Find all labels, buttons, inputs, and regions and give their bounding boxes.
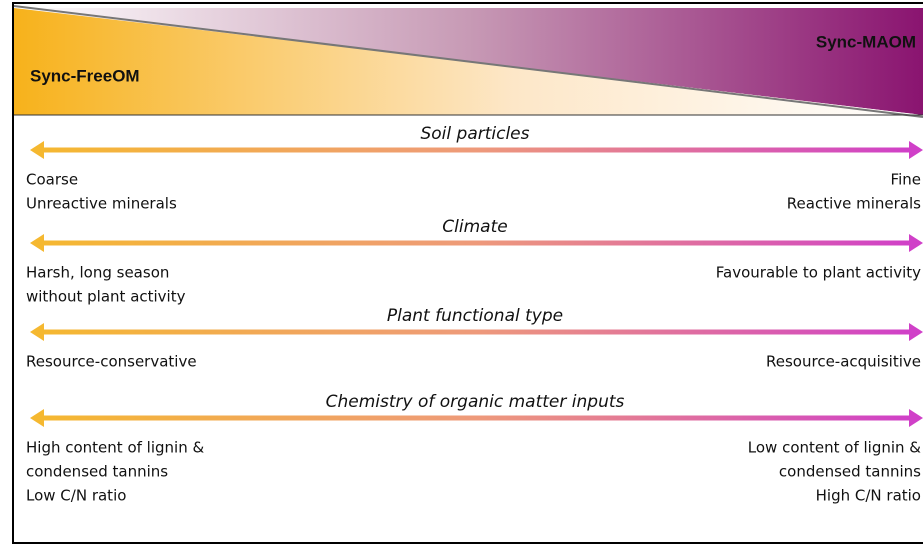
right-label: Low content of lignin & — [748, 439, 922, 457]
axis-title: Soil particles — [420, 124, 529, 144]
left-label: Low C/N ratio — [26, 487, 126, 505]
left-label: Unreactive minerals — [26, 195, 177, 213]
right-label: condensed tannins — [779, 463, 921, 481]
right-label: Fine — [891, 171, 921, 189]
arrow-head-right — [909, 141, 923, 159]
arrow-head-right — [909, 323, 923, 341]
left-label: Resource-conservative — [26, 353, 197, 371]
diagonal — [13, 5, 923, 118]
left-label: High content of lignin & — [26, 439, 204, 457]
right-label: Resource-acquisitive — [766, 353, 921, 371]
arrow-head-left — [30, 323, 44, 341]
axis-title: Climate — [442, 217, 507, 237]
axes: Soil particles Coarse Unreactive minerals F… — [26, 124, 923, 505]
right-label: High C/N ratio — [816, 487, 921, 505]
arrow-head-right — [909, 234, 923, 252]
left-label: without plant activity — [26, 288, 186, 306]
left-label: Harsh, long season — [26, 264, 169, 282]
arrow-shaft — [38, 147, 910, 153]
axis-title: Chemistry of organic matter inputs — [326, 392, 625, 412]
left-label: Coarse — [26, 171, 78, 189]
arrow-shaft — [38, 415, 910, 421]
arrow-head-right — [909, 409, 923, 427]
arrow-shaft — [38, 329, 910, 335]
arrow-head-left — [30, 141, 44, 159]
right-label: Reactive minerals — [787, 195, 921, 213]
arrow-head-left — [30, 409, 44, 427]
arrow-shaft — [38, 240, 910, 246]
right-label: Favourable to plant activity — [716, 264, 921, 282]
axis-title: Plant functional type — [387, 306, 563, 326]
arrow-head-left — [30, 234, 44, 252]
maom-label: Sync-MAOM — [816, 32, 916, 51]
frame — [12, 2, 923, 544]
left-label: condensed tannins — [26, 463, 168, 481]
freeom-label: Sync-FreeOM — [30, 66, 140, 85]
